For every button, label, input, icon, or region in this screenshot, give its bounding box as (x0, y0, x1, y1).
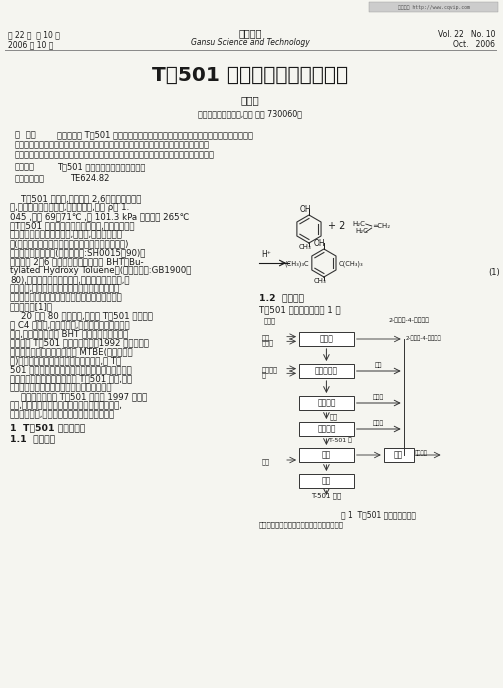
Text: 第 22 卷  第 10 期: 第 22 卷 第 10 期 (8, 30, 60, 39)
Text: T－501 抗氧剂；工艺；改进；消耗: T－501 抗氧剂；工艺；改进；消耗 (57, 162, 145, 171)
Text: 数套以高纯度异丁烯为原料的 T－501 装置,现已: 数套以高纯度异丁烯为原料的 T－501 装置,现已 (10, 374, 132, 383)
Text: 氢氧化钠: 氢氧化钠 (261, 367, 277, 374)
Text: CH₃: CH₃ (299, 244, 311, 250)
Text: T－501 抗氧剂,化学名称 2,6－二叔丁基对甲: T－501 抗氧剂,化学名称 2,6－二叔丁基对甲 (10, 194, 141, 203)
Text: 高沸物: 高沸物 (373, 420, 384, 426)
Text: 废水: 废水 (375, 363, 382, 368)
Text: Vol. 22   No. 10: Vol. 22 No. 10 (438, 30, 495, 39)
Bar (384, 448, 413, 462)
Bar (299, 332, 354, 346)
Text: 泛的抗氧剂[1]。: 泛的抗氧剂[1]。 (10, 302, 53, 311)
Text: 品(如二次加工汽油、润滑油、变压器油、导热油等): 品(如二次加工汽油、润滑油、变压器油、导热油等) (10, 239, 129, 248)
Text: Oct.   2006: Oct. 2006 (453, 40, 495, 49)
Text: 低沸物: 低沸物 (373, 394, 384, 400)
Text: 20 世纪 80 年代以前,我国的 T－501 的生产以: 20 世纪 80 年代以前,我国的 T－501 的生产以 (10, 311, 153, 320)
Text: H₂C: H₂C (353, 221, 366, 227)
Text: 酚,白色针状结晶或粉末,无臭、无味,密度 ρ＝ 1.: 酚,白色针状结晶或粉末,无臭、无味,密度 ρ＝ 1. (10, 203, 129, 212)
Text: (CH₃)₃C: (CH₃)₃C (284, 260, 309, 266)
Text: 被广泛使用。在合成塑料工业中它也是一种使用广: 被广泛使用。在合成塑料工业中它也是一种使用广 (10, 293, 123, 302)
Text: （兰州石油化工公司,甘肃 兰州 730060）: （兰州石油化工公司,甘肃 兰州 730060） (198, 109, 302, 118)
Text: 中和、水洗: 中和、水洗 (315, 367, 338, 376)
Text: T－501 的生产过程见图 1 。: T－501 的生产过程见图 1 。 (259, 305, 341, 314)
Text: 油脂食品,化妆品及食品接触的包装用合成材料中: 油脂食品,化妆品及食品接触的包装用合成材料中 (10, 284, 120, 293)
Bar (369, 2, 498, 12)
Text: T-501 品: T-501 品 (329, 437, 352, 442)
Text: 郝国良: 郝国良 (241, 95, 260, 105)
Text: 循环母液: 循环母液 (414, 450, 428, 455)
Text: 2-叔丁基-4-甲基苯酚: 2-叔丁基-4-甲基苯酚 (389, 317, 430, 323)
Text: 中图分类号：: 中图分类号： (15, 174, 45, 183)
Bar (299, 364, 354, 378)
Text: 定的抗氧剂。因其油溶性好,不着色,在各种石油产: 定的抗氧剂。因其油溶性好,不着色,在各种石油产 (10, 230, 123, 239)
Text: 甘肃科技: 甘肃科技 (238, 28, 262, 38)
Text: 简要介绍了 T－501 抗氧剂，通过调整异丁烯通入速度，烷基化温度，改减压蒸馏冷: 简要介绍了 T－501 抗氧剂，通过调整异丁烯通入速度，烷基化温度，改减压蒸馏冷 (57, 130, 253, 139)
Text: 干燥: 干燥 (322, 477, 331, 486)
Text: 却水流量控制为温度控制，增大加热面积，改善加热器加热极的循环，解决了装置生产中: 却水流量控制为温度控制，增大加热面积，改善加热器加热极的循环，解决了装置生产中 (15, 140, 210, 149)
Bar (299, 422, 354, 436)
Text: OH: OH (299, 205, 311, 214)
Text: CH₃: CH₃ (313, 278, 326, 284)
Text: 1.1  合成原理: 1.1 合成原理 (10, 434, 55, 443)
Text: 80),主要用于减缓油脂酸败,在动物、植物油脂,含: 80),主要用于减缓油脂酸败,在动物、植物油脂,含 (10, 275, 129, 284)
Text: ═CH₂: ═CH₂ (373, 223, 390, 229)
Text: 摘  要：: 摘 要： (15, 130, 36, 139)
Text: + 2: + 2 (328, 221, 345, 231)
Text: (1): (1) (488, 268, 500, 277)
Text: 结晶: 结晶 (322, 451, 331, 460)
Text: tylated Hydroxy Toluene）(产品标准号:GB1900－: tylated Hydroxy Toluene）(产品标准号:GB1900－ (10, 266, 191, 275)
Text: 图 1  T－501 生产过程方块图: 图 1 T－501 生产过程方块图 (341, 510, 416, 519)
Text: OH: OH (314, 239, 326, 248)
Text: 过滤: 过滤 (394, 451, 403, 460)
Text: 水: 水 (261, 372, 265, 378)
Text: 1  T－501 的生产过程: 1 T－501 的生产过程 (10, 423, 85, 432)
Text: 常压蒸馏: 常压蒸馏 (317, 398, 336, 407)
Text: 百度首页 http://www.cqvip.com: 百度首页 http://www.cqvip.com (397, 5, 469, 10)
Bar (299, 474, 354, 488)
Text: 乙醇: 乙醇 (261, 458, 269, 464)
Text: 兰州三叶公司的 T－501 装置于 1997 年开始: 兰州三叶公司的 T－501 装置于 1997 年开始 (10, 392, 147, 401)
Text: 粗 C4 为原料,产品质量差,生产中的环境污染问题: 粗 C4 为原料,产品质量差,生产中的环境污染问题 (10, 320, 130, 329)
Text: 中被广泛用作抗氧剂(产品标准号:SH0015－90)。: 中被广泛用作抗氧剂(产品标准号:SH0015－90)。 (10, 248, 146, 257)
Bar (299, 448, 354, 462)
Text: 异丁烯: 异丁烯 (261, 339, 273, 346)
Text: 食品级的 2，6 一二叔丁基对甲酚又名 BHT（Bu-: 食品级的 2，6 一二叔丁基对甲酚又名 BHT（Bu- (10, 257, 143, 266)
Text: 工业公司研究院开发成功了以 MTBE(甲基叔丁基: 工业公司研究院开发成功了以 MTBE(甲基叔丁基 (10, 347, 133, 356)
Text: 遇到的几个难题，使装置能力提高，消耗下降。同时还对装置存在的潜力进行了简要剖析。: 遇到的几个难题，使装置能力提高，消耗下降。同时还对装置存在的潜力进行了简要剖析。 (15, 150, 215, 159)
Text: 经干燥的异丁烯通过加有催化剂的对甲酚液层: 经干燥的异丁烯通过加有催化剂的对甲酚液层 (259, 521, 344, 528)
Text: T－501 抗氧剂生产工艺的改进: T－501 抗氧剂生产工艺的改进 (152, 65, 348, 85)
Text: 1.2  生产过程: 1.2 生产过程 (259, 293, 304, 302)
Text: T-501 成品: T-501 成品 (311, 492, 342, 499)
Bar (299, 396, 354, 410)
Text: 业使用的 T－501 需从国外进口。1992 年吉林化学: 业使用的 T－501 需从国外进口。1992 年吉林化学 (10, 338, 149, 347)
Text: 产量明显提高,各项消耗均有了大幅度的降低。: 产量明显提高,各项消耗均有了大幅度的降低。 (10, 410, 115, 419)
Text: C(CH₃)₃: C(CH₃)₃ (339, 260, 364, 266)
Text: 501 使用高质量的原料成为可能。我国相继建成了: 501 使用高质量的原料成为可能。我国相继建成了 (10, 365, 132, 374)
Text: H₂C: H₂C (356, 228, 369, 234)
Text: 关键词：: 关键词： (15, 162, 35, 171)
Text: Gansu Science and Technology: Gansu Science and Technology (191, 38, 309, 47)
Text: 硫酸: 硫酸 (261, 334, 269, 341)
Text: 045 ,熔点 69～71℃ ,在 101.3 kPa 下沸点为 265℃: 045 ,熔点 69～71℃ ,在 101.3 kPa 下沸点为 265℃ (10, 212, 189, 221)
Text: 2-叔丁基-4-甲基苯酚: 2-叔丁基-4-甲基苯酚 (405, 335, 442, 341)
Text: 对甲酚: 对甲酚 (264, 317, 276, 323)
Text: TE624.82: TE624.82 (70, 174, 109, 183)
Text: 2006 年 10 月: 2006 年 10 月 (8, 40, 53, 49)
Text: 完全满足了国内炼油工业和食品工业的需求。: 完全满足了国内炼油工业和食品工业的需求。 (10, 383, 113, 392)
Text: 减压蒸馏: 减压蒸馏 (317, 424, 336, 433)
Text: 严重,食品工业使用的 BHT 和相当一部分炼油工: 严重,食品工业使用的 BHT 和相当一部分炼油工 (10, 329, 128, 338)
Text: 馏份: 馏份 (329, 413, 338, 420)
Text: 筹建,当年建成投产。经过多年的不断探索和改进,: 筹建,当年建成投产。经过多年的不断探索和改进, (10, 401, 123, 410)
Text: 醚)为原料裂解制取高纯度异丁烯的技术,为 T－: 醚)为原料裂解制取高纯度异丁烯的技术,为 T－ (10, 356, 121, 365)
Text: 烷基化: 烷基化 (319, 334, 333, 343)
Text: H⁺: H⁺ (261, 250, 271, 259)
Text: 。T－501 因其有受阻酚的化学结构,是一种性能稳: 。T－501 因其有受阻酚的化学结构,是一种性能稳 (10, 221, 134, 230)
